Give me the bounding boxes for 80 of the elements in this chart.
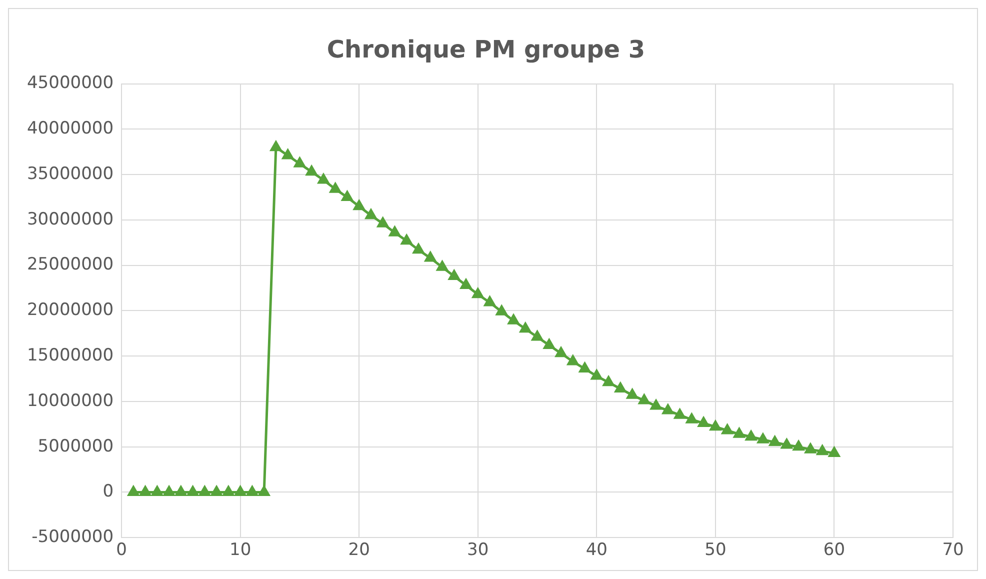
point	[745, 430, 757, 441]
y-tick-label: 0	[102, 482, 114, 502]
y-tick-label: 30000000	[26, 209, 114, 230]
point	[187, 486, 198, 496]
point	[698, 416, 710, 427]
point	[424, 252, 436, 262]
point	[282, 149, 294, 160]
point	[638, 394, 650, 404]
x-tick-label: 70	[942, 540, 964, 560]
point	[222, 486, 234, 496]
point	[258, 486, 270, 496]
point	[412, 244, 424, 254]
point	[401, 234, 412, 245]
chart-title: Chronique PM groupe 3	[326, 36, 646, 64]
x-tick-label: 10	[229, 540, 252, 560]
point	[674, 408, 686, 419]
point	[199, 486, 210, 496]
point	[734, 428, 745, 438]
point	[306, 166, 318, 176]
point	[330, 182, 341, 193]
point	[567, 355, 578, 366]
point	[246, 486, 258, 496]
point	[234, 486, 246, 496]
x-tick-label: 40	[586, 540, 608, 560]
point	[662, 404, 674, 414]
x-tick-label: 20	[348, 540, 370, 560]
point	[152, 486, 163, 496]
point	[828, 446, 840, 457]
x-tick-label: 60	[823, 540, 846, 560]
point	[555, 347, 567, 358]
point	[532, 330, 543, 341]
point	[210, 486, 222, 496]
point	[484, 296, 496, 306]
point	[436, 260, 448, 271]
point	[626, 388, 638, 399]
point	[128, 486, 139, 496]
y-tick-label: 25000000	[26, 254, 114, 275]
point	[294, 157, 306, 168]
point	[816, 445, 828, 456]
y-tick-label: 20000000	[26, 300, 114, 320]
y-tick-label: 5000000	[38, 436, 114, 456]
point	[175, 486, 186, 496]
point	[650, 400, 662, 410]
point	[520, 322, 531, 333]
point	[318, 174, 330, 184]
point	[365, 209, 377, 220]
point	[163, 486, 175, 496]
y-tick-label: 35000000	[26, 164, 114, 184]
point	[472, 288, 484, 298]
point	[544, 338, 555, 349]
y-tick-label: -5000000	[32, 527, 114, 548]
point	[389, 226, 400, 236]
point	[579, 362, 590, 373]
point	[508, 314, 520, 324]
x-tick-label: 50	[704, 540, 726, 560]
point	[722, 424, 733, 434]
point	[140, 486, 151, 496]
point	[270, 141, 282, 152]
point	[354, 200, 365, 210]
point	[377, 217, 388, 228]
point	[804, 443, 816, 454]
point	[460, 279, 472, 290]
point	[686, 413, 698, 424]
x-tick-label: 0	[116, 540, 127, 560]
point	[496, 305, 508, 316]
point	[448, 270, 460, 280]
y-tick-label: 40000000	[26, 118, 114, 139]
x-tick-label: 30	[467, 540, 489, 560]
y-tick-label: 15000000	[26, 346, 114, 366]
point	[614, 382, 626, 393]
y-tick-label: 10000000	[26, 390, 114, 411]
point	[781, 438, 792, 449]
point	[793, 440, 804, 451]
point	[602, 376, 614, 386]
point	[591, 370, 602, 380]
point	[342, 191, 353, 201]
point	[757, 433, 769, 444]
y-tick-label: 45000000	[26, 73, 114, 94]
point	[710, 420, 722, 431]
point	[769, 436, 780, 446]
